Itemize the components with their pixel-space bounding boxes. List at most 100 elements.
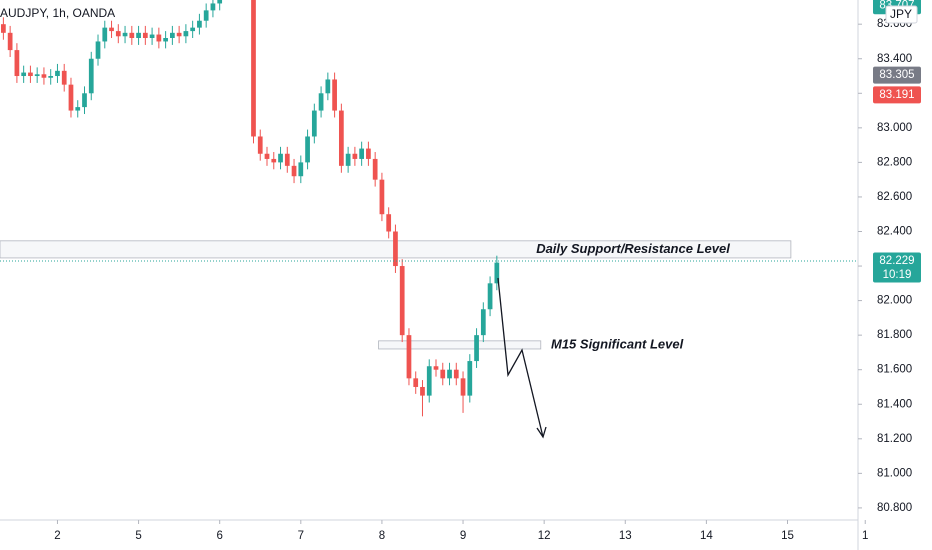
candle-body — [21, 72, 27, 77]
candle-body — [75, 107, 81, 111]
candle-body — [264, 153, 270, 159]
candle-body — [440, 369, 446, 379]
x-tick-label: 9 — [460, 530, 466, 542]
candle-body — [406, 335, 412, 379]
candle-body — [115, 31, 121, 37]
candle-body — [156, 34, 162, 42]
candle-body — [136, 32, 141, 39]
candle-body — [197, 20, 202, 28]
zone-label: Daily Support/Resistance Level — [536, 241, 730, 256]
candle-body — [149, 34, 155, 39]
x-tick-label: 13 — [619, 530, 632, 542]
price-tag — [873, 252, 921, 283]
projection-arrow — [497, 277, 544, 438]
candle-body — [413, 378, 419, 387]
candle-body — [284, 153, 290, 166]
candle-body — [129, 32, 135, 39]
candle-body — [447, 369, 452, 379]
candle-body — [480, 309, 486, 336]
candle-body — [338, 110, 344, 166]
zone-label: M15 Significant Level — [551, 336, 684, 351]
y-tick-label: 81.600 — [877, 364, 912, 376]
candle-body — [325, 79, 331, 94]
candle-body — [190, 27, 196, 32]
level-zone — [378, 340, 542, 350]
x-tick-label: 8 — [379, 530, 385, 542]
candle-body — [203, 10, 209, 21]
y-tick-label: 82.800 — [877, 156, 912, 168]
candle-body — [352, 153, 358, 159]
price-tag-label: 83.191 — [879, 89, 914, 101]
candle-body — [318, 93, 324, 111]
candle-body — [305, 136, 310, 163]
candle-body — [109, 27, 114, 32]
countdown: 10:19 — [883, 269, 912, 281]
candle-body — [61, 70, 67, 85]
candle-body — [345, 153, 351, 166]
y-tick-label: 83.000 — [877, 122, 912, 134]
candle-body — [163, 38, 168, 42]
candle-body — [453, 369, 459, 379]
x-tick-label: 5 — [135, 530, 141, 542]
candle-body — [332, 79, 337, 111]
candle-body — [393, 231, 398, 267]
price-tag-label: 82.229 — [879, 255, 914, 267]
candle-body — [68, 84, 74, 111]
y-tick-label: 81.200 — [877, 433, 912, 445]
candle-body — [420, 386, 425, 396]
candle-body — [95, 41, 101, 59]
price-tag-label: 83.305 — [879, 69, 914, 81]
x-tick-label: 14 — [700, 530, 713, 542]
candle-body — [366, 148, 371, 159]
candle-body — [210, 3, 216, 11]
y-tick-label: 81.800 — [877, 329, 912, 341]
candle-body — [82, 93, 87, 108]
candle-body — [372, 158, 378, 180]
candle-body — [28, 72, 33, 77]
y-tick-label: 82.400 — [877, 226, 912, 238]
chart-title: AUDJPY, 1h, OANDA — [0, 6, 115, 20]
y-tick-label: 82.000 — [877, 295, 912, 307]
y-tick-label: 81.000 — [877, 467, 912, 479]
candle-body — [460, 378, 466, 396]
candle-body — [386, 214, 392, 232]
currency-box — [885, 5, 918, 24]
candle-body — [278, 153, 283, 163]
candle-body — [102, 27, 108, 42]
x-tick-label: 1 — [862, 530, 868, 542]
x-tick-label: 2 — [54, 530, 60, 542]
x-tick-label: 6 — [216, 530, 222, 542]
candle-body — [271, 158, 277, 163]
candle-body — [474, 335, 479, 362]
candle-body — [170, 32, 175, 39]
candle-body — [359, 148, 365, 159]
y-tick-label: 81.400 — [877, 398, 912, 410]
candle-body — [122, 32, 128, 37]
y-tick-label: 82.600 — [877, 191, 912, 203]
plot-area — [0, 0, 858, 417]
candle-body — [183, 31, 189, 37]
candle-body — [41, 74, 47, 78]
y-tick-label: 80.800 — [877, 502, 912, 514]
x-tick-label: 7 — [298, 530, 304, 542]
candle-body — [251, 0, 256, 137]
candle-body — [399, 266, 405, 336]
candle-body — [34, 74, 40, 77]
candle-body — [217, 0, 223, 4]
price-tag — [873, 66, 921, 84]
axis-layer: 83.60083.40083.20083.00082.80082.60082.4… — [54, 0, 921, 542]
candle-body — [487, 283, 493, 310]
candle-body — [88, 58, 94, 94]
x-tick-label: 15 — [781, 530, 794, 542]
candle-body — [298, 162, 304, 177]
candle-body — [7, 32, 13, 51]
price-tag — [873, 86, 921, 104]
candle-body — [433, 366, 439, 370]
candle-body — [1, 24, 6, 33]
candle-body — [426, 366, 432, 396]
candle-body — [142, 32, 148, 39]
candle-body — [494, 262, 500, 284]
x-tick-label: 12 — [538, 530, 551, 542]
